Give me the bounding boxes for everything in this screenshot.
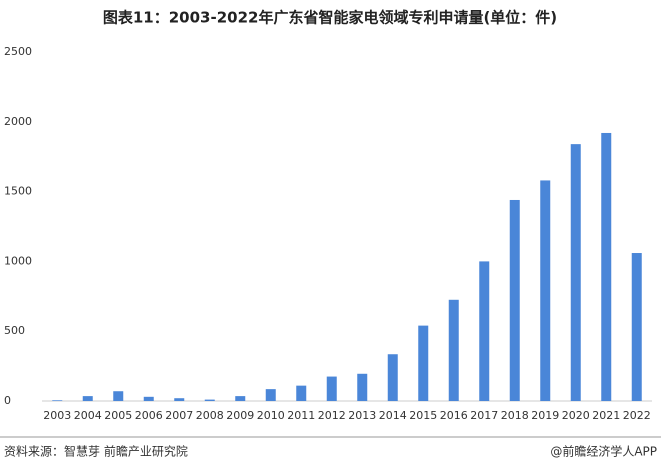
- x-tick-label: 2012: [318, 409, 346, 422]
- x-tick-label: 2006: [135, 409, 163, 422]
- bar: [387, 354, 398, 401]
- x-tick-label: 2010: [257, 409, 285, 422]
- x-tick-label: 2019: [531, 409, 559, 422]
- bar: [570, 144, 581, 402]
- y-tick-label: 1500: [4, 185, 32, 198]
- x-tick-label: 2013: [348, 409, 376, 422]
- bar: [326, 376, 337, 401]
- x-tick-label: 2022: [623, 409, 651, 422]
- bar: [143, 396, 154, 401]
- y-tick-label: 2500: [4, 45, 32, 58]
- x-tick-label: 2008: [196, 409, 224, 422]
- bar: [509, 199, 520, 401]
- bar: [357, 373, 368, 401]
- bar: [479, 261, 490, 401]
- bar: [448, 299, 459, 401]
- x-tick-label: 2003: [43, 409, 71, 422]
- x-tick-label: 2005: [104, 409, 132, 422]
- y-tick-label: 2000: [4, 115, 32, 128]
- bar: [418, 325, 429, 401]
- x-tick-label: 2011: [287, 409, 315, 422]
- bar: [601, 132, 612, 401]
- bar: [235, 396, 246, 401]
- x-tick-label: 2004: [74, 409, 102, 422]
- x-tick-label: 2020: [562, 409, 590, 422]
- x-tick-label: 2016: [440, 409, 468, 422]
- bar: [265, 389, 276, 401]
- bar: [204, 399, 215, 401]
- x-tick-label: 2009: [226, 409, 254, 422]
- bar: [540, 180, 551, 401]
- bar: [113, 391, 124, 401]
- bar: [631, 253, 642, 401]
- y-tick-label: 1000: [4, 254, 32, 267]
- x-tick-label: 2014: [379, 409, 407, 422]
- x-tick-label: 2007: [165, 409, 193, 422]
- chart-title: 图表11：2003-2022年广东省智能家电领域专利申请量(单位：件): [103, 9, 557, 27]
- x-tick-label: 2021: [592, 409, 620, 422]
- x-tick-label: 2015: [409, 409, 437, 422]
- bar: [174, 398, 185, 401]
- y-tick-label: 0: [4, 394, 11, 407]
- y-tick-label: 500: [4, 324, 25, 337]
- bar: [296, 385, 307, 401]
- source: 资料来源：智慧芽 前瞻产业研究院: [4, 444, 188, 459]
- credit: @前瞻经济学人APP: [550, 444, 657, 459]
- x-tick-label: 2018: [501, 409, 529, 422]
- bar: [52, 400, 63, 401]
- x-tick-label: 2017: [470, 409, 498, 422]
- bar: [82, 396, 93, 401]
